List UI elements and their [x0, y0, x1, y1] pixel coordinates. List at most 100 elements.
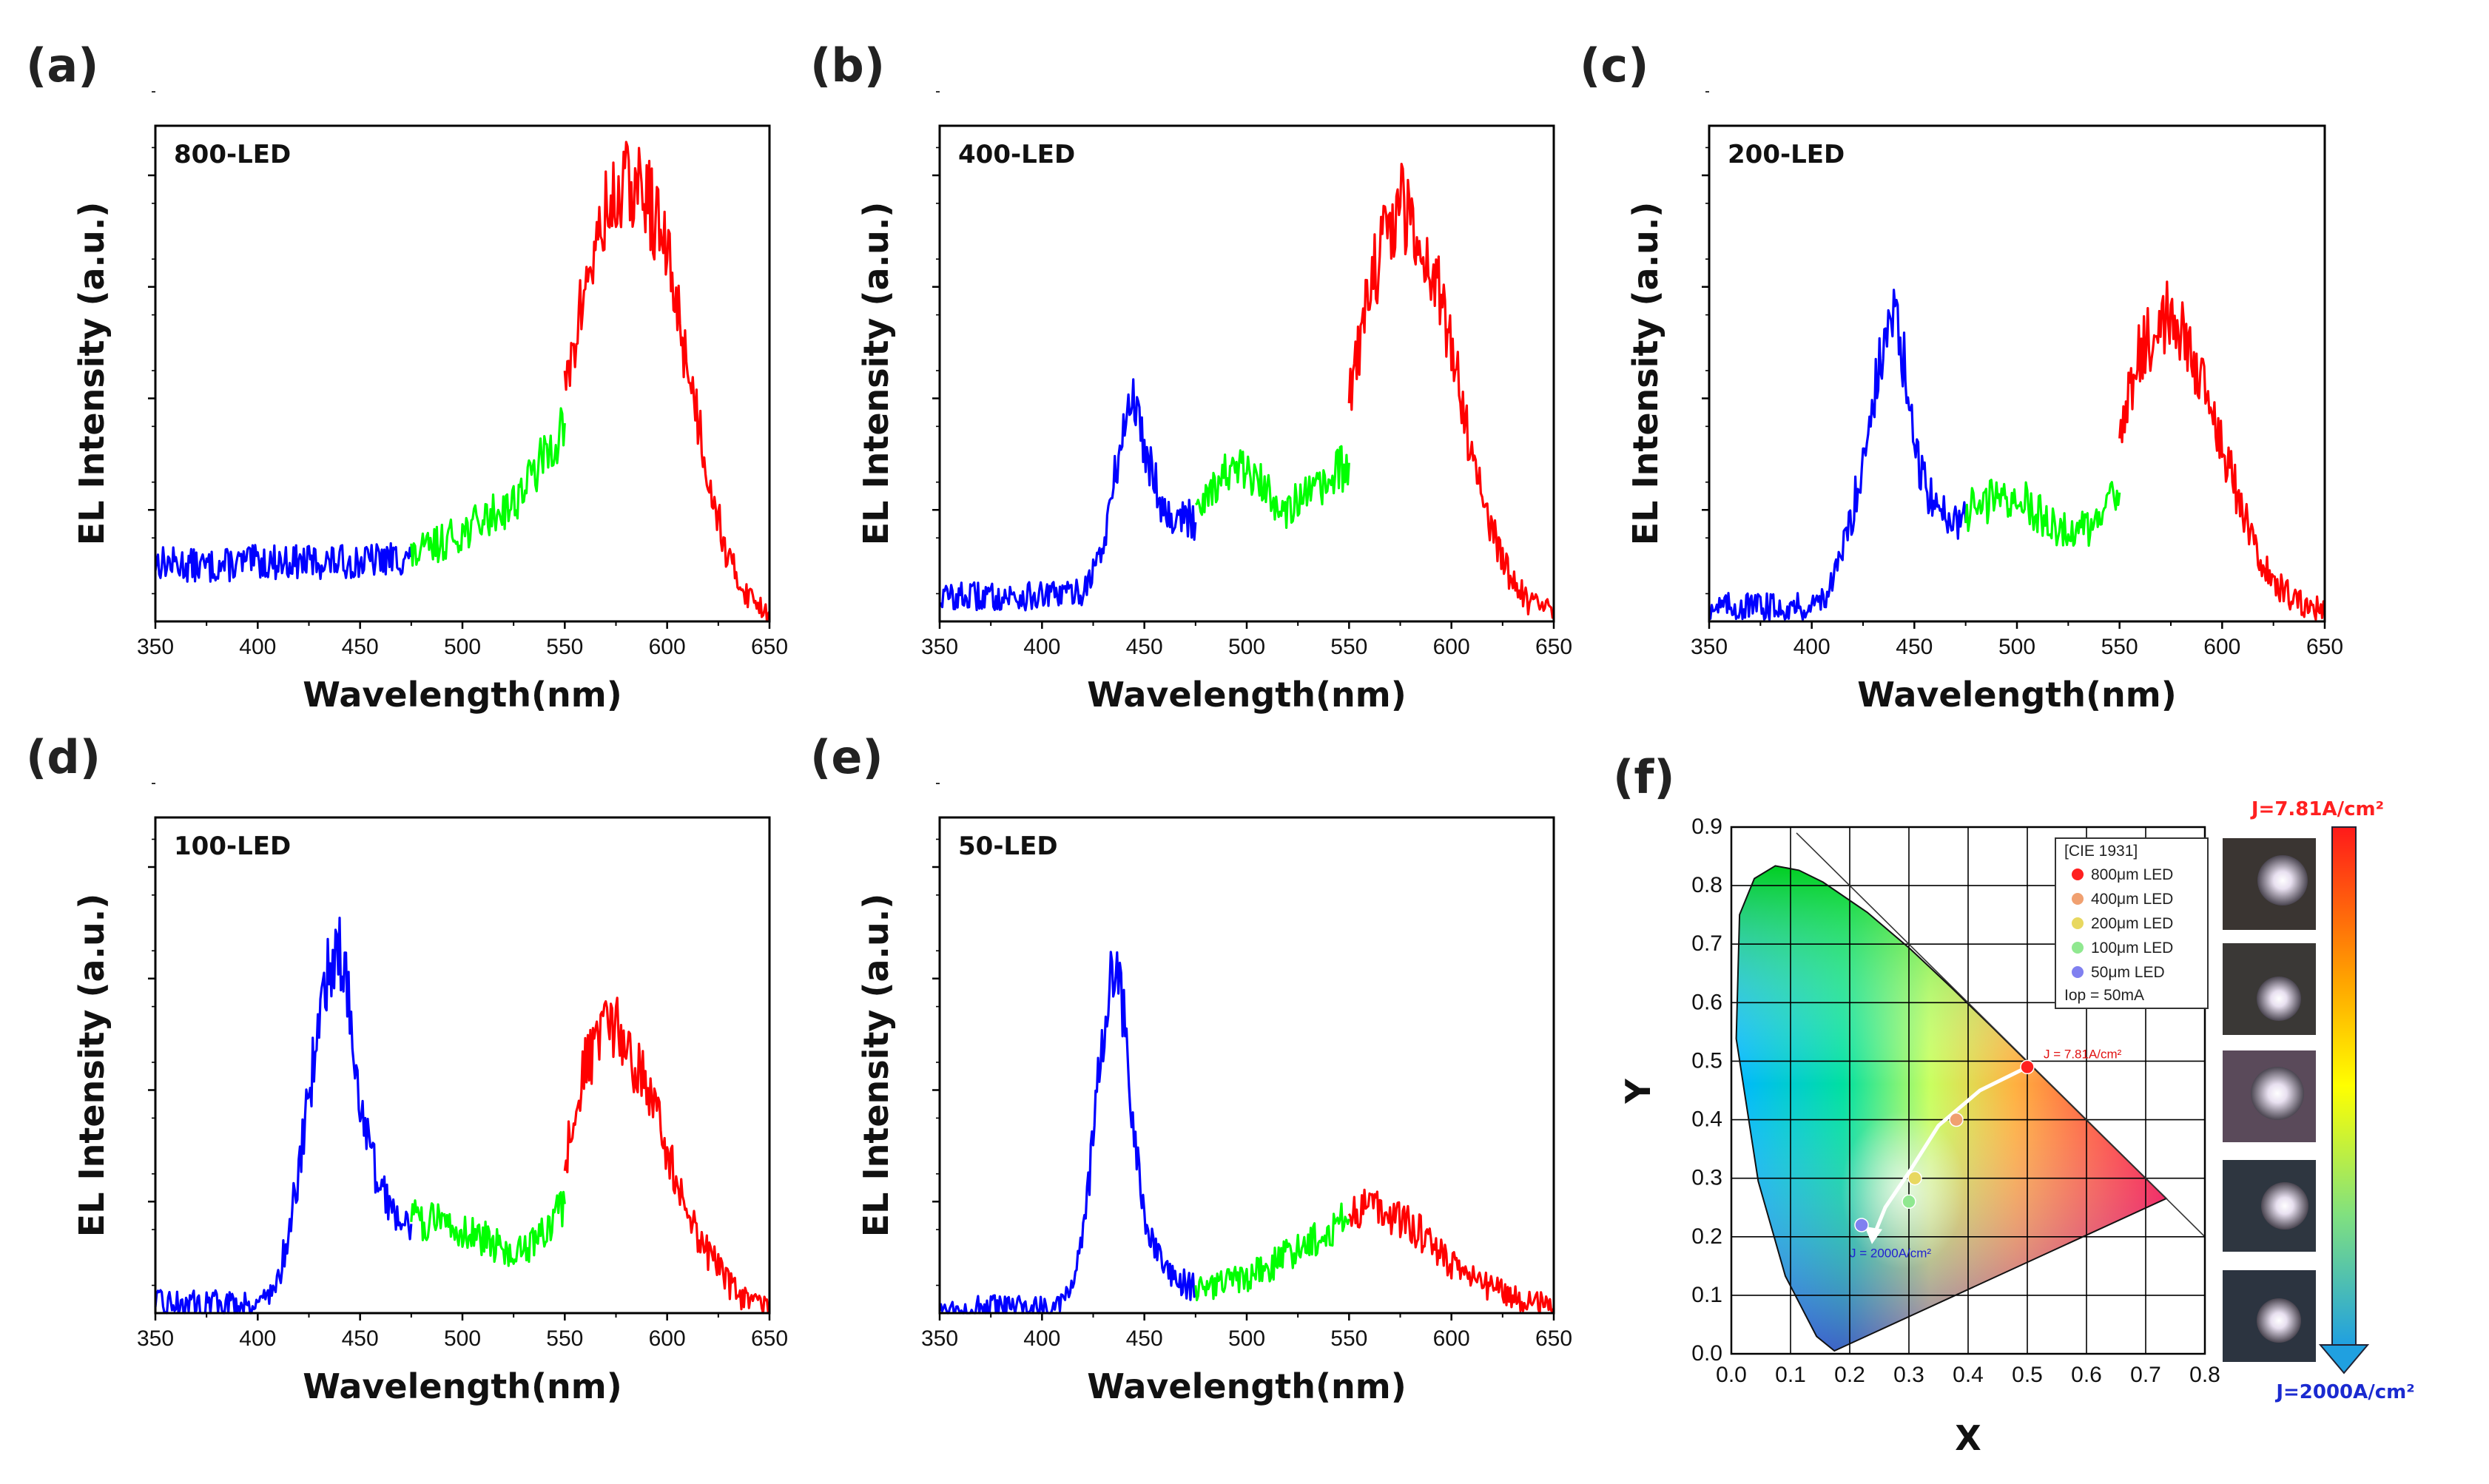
xtick-label-e-500: 500 — [1228, 1326, 1265, 1351]
series-e-green — [1194, 1202, 1350, 1302]
series-b-blue — [939, 378, 1197, 612]
xtick-label-d-550: 550 — [546, 1326, 583, 1351]
cie-ytick-3: 0.3 — [1691, 1166, 1722, 1190]
xtick-label-a-550: 550 — [546, 635, 583, 659]
xtick-label-e-400: 400 — [1023, 1326, 1060, 1351]
cie-point-4 — [1854, 1218, 1869, 1232]
cie-ytick-6: 0.6 — [1691, 990, 1722, 1014]
xtick-label-c-500: 500 — [1998, 635, 2035, 659]
x-axis-label-d: Wavelength(nm) — [303, 1366, 622, 1406]
xtick-label-e-550: 550 — [1330, 1326, 1367, 1351]
cie-ytick-0: 0.0 — [1691, 1341, 1722, 1366]
xtick-label-d-500: 500 — [444, 1326, 481, 1351]
xtick-label-a-650: 650 — [751, 635, 788, 659]
cie-trajectory-arrowhead — [1865, 1226, 1882, 1244]
xtick-label-d-350: 350 — [137, 1326, 174, 1351]
xtick-label-b-600: 600 — [1433, 635, 1470, 659]
xtick-label-b-400: 400 — [1023, 635, 1060, 659]
panel-title-e: 50-LED — [958, 832, 1058, 861]
panel-a: (a) 350 400 450 500 550 600 650 800-LED Wavelengt… — [26, 38, 788, 715]
panel-title-c: 200-LED — [1728, 140, 1845, 169]
series-b-red — [1347, 163, 1555, 619]
xtick-label-c-550: 550 — [2101, 635, 2138, 659]
xtick-label-c-650: 650 — [2306, 635, 2343, 659]
xtick-label-d-450: 450 — [342, 1326, 379, 1351]
panel-b: (b) 350 400 450 500 550 600 650 400-LED Wavelengt… — [810, 38, 1572, 715]
bar-bottom-label: J=2000A/cm² — [2274, 1381, 2414, 1403]
legend-label-200: 200μm LED — [2091, 915, 2173, 932]
panel-title-b: 400-LED — [958, 140, 1075, 169]
cie-xtick-1: 0.1 — [1775, 1363, 1806, 1387]
cie-point-2 — [1907, 1170, 1922, 1186]
cie-xtick-4: 0.4 — [1953, 1363, 1984, 1387]
xtick-label-c-400: 400 — [1794, 635, 1830, 659]
cie-y-label: Y — [1618, 1079, 1658, 1104]
xtick-label-a-350: 350 — [137, 635, 174, 659]
y-axis-label-b: EL Intensity (a.u.) — [856, 202, 896, 545]
series-a-blue — [154, 542, 413, 583]
cie-point-1 — [1949, 1112, 1964, 1127]
panel-label-b: (b) — [810, 38, 885, 92]
cie-frame — [1730, 826, 2206, 1355]
xtick-label-b-500: 500 — [1228, 635, 1265, 659]
series-d-blue — [154, 917, 413, 1315]
led-photos — [2223, 838, 2316, 1362]
series-b-green — [1195, 445, 1350, 530]
cie-ytick-9: 0.9 — [1691, 814, 1722, 839]
legend-marker-200 — [2072, 917, 2084, 929]
bar-top-label: J=7.81A/cm² — [2250, 798, 2384, 820]
x-axis-label-a: Wavelength(nm) — [303, 675, 622, 715]
panel-label-d: (d) — [26, 730, 101, 784]
cie-xtick-2: 0.2 — [1834, 1363, 1865, 1387]
xtick-label-c-600: 600 — [2203, 635, 2240, 659]
xtick-label-b-350: 350 — [921, 635, 958, 659]
panel-title-d: 100-LED — [174, 832, 291, 861]
series-c-green — [1964, 479, 2121, 547]
cie-ytick-2: 0.2 — [1691, 1224, 1722, 1249]
panel-e: (e) 350 400 450 500 550 600 650 50-LED Wavelength… — [810, 730, 1572, 1406]
panel-label-e: (e) — [810, 730, 883, 784]
cie-ytick-4: 0.4 — [1691, 1107, 1722, 1132]
xtick-label-b-550: 550 — [1330, 635, 1367, 659]
cie-x-label: X — [1955, 1418, 1981, 1458]
xtick-label-e-450: 450 — [1126, 1326, 1163, 1351]
legend-label-800: 800μm LED — [2091, 866, 2173, 883]
legend-label-50: 50μm LED — [2091, 964, 2165, 981]
cie-xtick-6: 0.6 — [2071, 1363, 2102, 1387]
cie-legend: [CIE 1931] 800μm LED 400μm LED 200μm LED… — [2055, 837, 2209, 1009]
legend-marker-400 — [2072, 893, 2084, 905]
xtick-label-b-450: 450 — [1126, 635, 1163, 659]
panel-f: (f) 0.0 0.1 0.2 0.3 0.4 0.5 0.6 0.7 0.8 0.0 0.1 0.2… — [1613, 750, 2415, 1458]
xtick-label-a-400: 400 — [239, 635, 276, 659]
series-e-blue — [938, 951, 1197, 1315]
legend-marker-100 — [2072, 942, 2084, 954]
legend-title: [CIE 1931] — [2064, 843, 2138, 860]
series-d-green — [410, 1190, 566, 1267]
xtick-label-d-400: 400 — [239, 1326, 276, 1351]
cie-xtick-7: 0.7 — [2130, 1363, 2161, 1387]
cie-xtick-3: 0.3 — [1893, 1363, 1924, 1387]
xtick-label-a-500: 500 — [444, 635, 481, 659]
legend-marker-800 — [2072, 869, 2084, 880]
cie-xtick-0: 0.0 — [1716, 1363, 1747, 1387]
cie-ytick-8: 0.8 — [1691, 873, 1722, 897]
series-c-red — [2118, 280, 2326, 621]
x-axis-label-c: Wavelength(nm) — [1857, 675, 2176, 715]
xtick-label-b-650: 650 — [1535, 635, 1572, 659]
cie-ytick-1: 0.1 — [1691, 1283, 1722, 1307]
cie-annotation-bottom: J = 2000A/cm² — [1850, 1247, 1931, 1261]
xtick-label-c-450: 450 — [1896, 635, 1933, 659]
y-axis-label-e: EL Intensity (a.u.) — [856, 894, 896, 1237]
plot-frame-b — [938, 124, 1555, 623]
down-arrow-icon — [2318, 1344, 2370, 1375]
xtick-label-a-450: 450 — [342, 635, 379, 659]
panel-title-a: 800-LED — [174, 140, 291, 169]
xtick-label-a-600: 600 — [649, 635, 686, 659]
series-e-red — [1347, 1188, 1555, 1315]
cie-xtick-5: 0.5 — [2012, 1363, 2043, 1387]
xtick-label-e-650: 650 — [1535, 1326, 1572, 1351]
x-axis-label-b: Wavelength(nm) — [1087, 675, 1406, 715]
series-d-red — [563, 996, 771, 1315]
plot-frame-e — [938, 816, 1555, 1315]
